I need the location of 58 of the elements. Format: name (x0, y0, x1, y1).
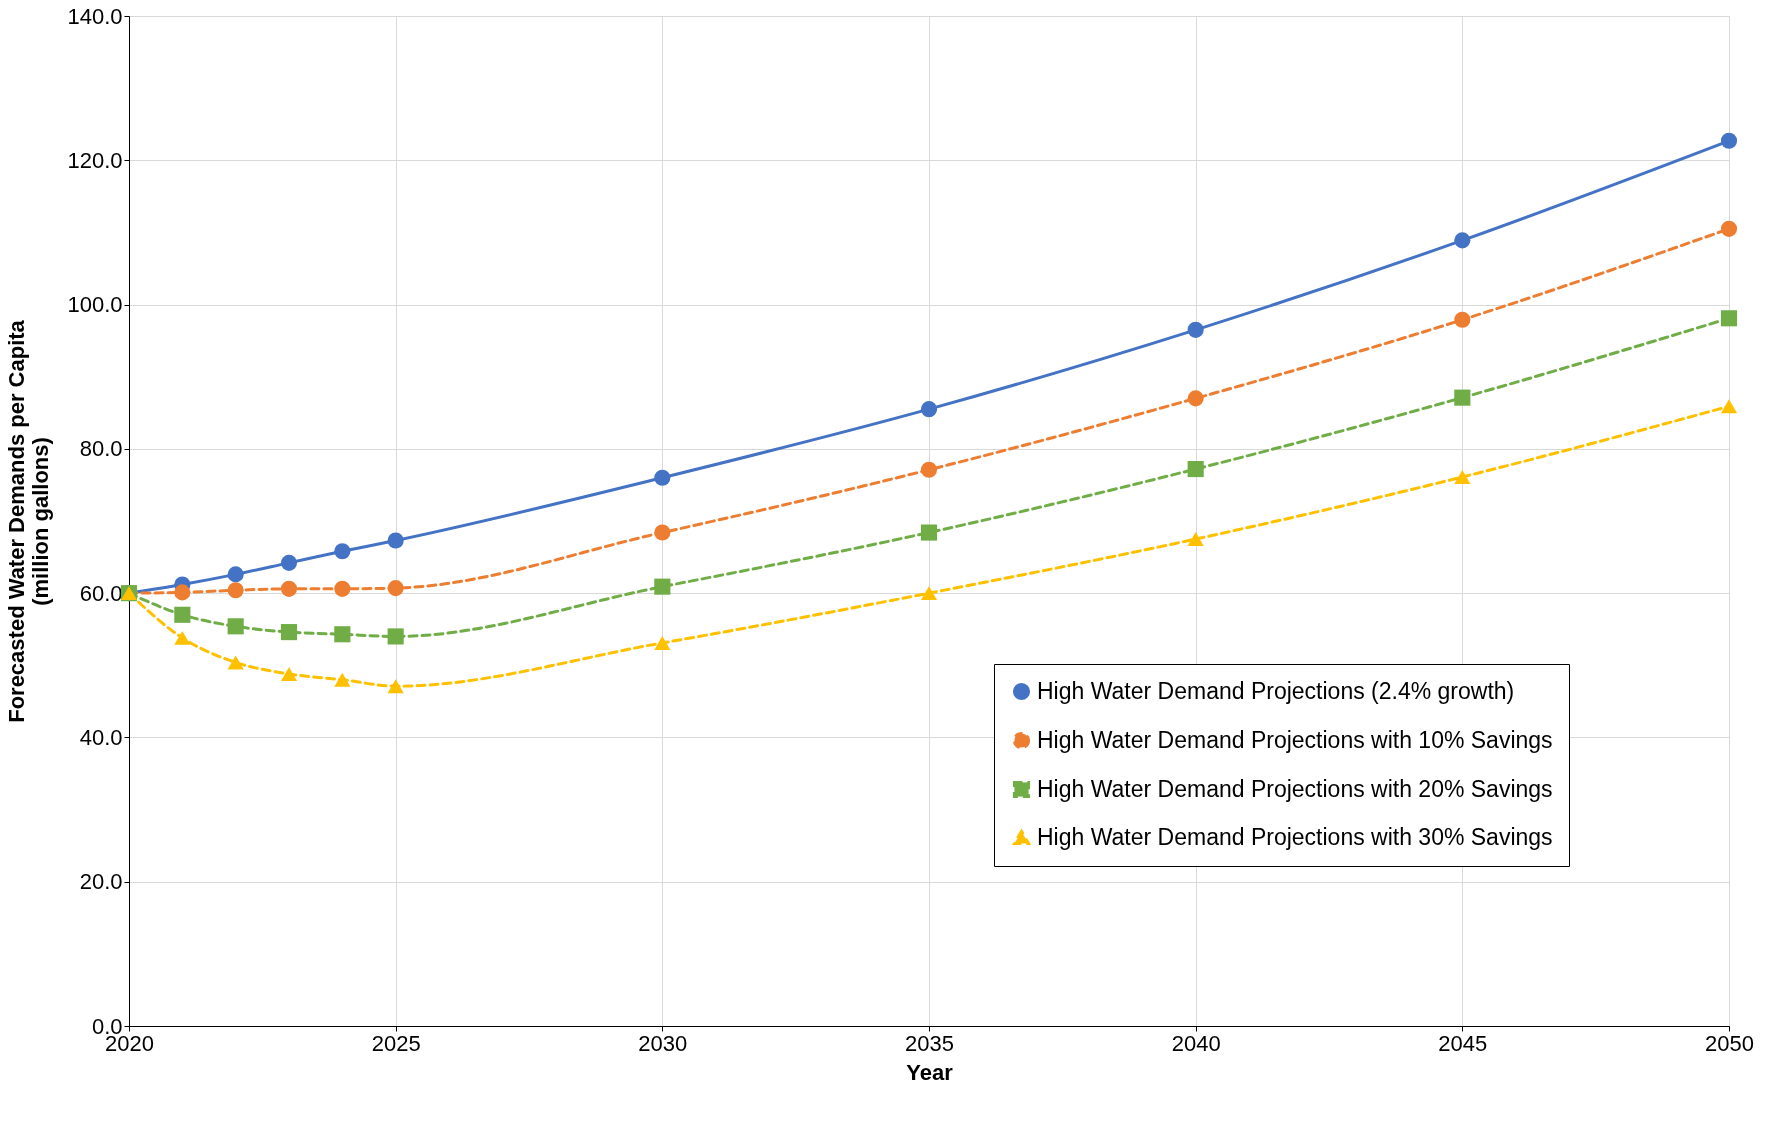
point (227, 655, 244, 670)
point (280, 624, 298, 641)
legend-label: High Water Demand Projections (2.4% growth) (1037, 677, 1515, 704)
y-axis-title: Forecasted Water Demands per Capita (million gallons) (4, 319, 54, 723)
point (1720, 310, 1738, 327)
point (920, 524, 938, 541)
point (1454, 389, 1471, 406)
x-tick-label: 2045 (1438, 1030, 1488, 1056)
y-tick-label: 120.0 (67, 147, 123, 173)
point (387, 679, 404, 694)
point (1454, 470, 1471, 484)
point (1187, 390, 1204, 407)
y-tick-label: 40.0 (79, 724, 123, 750)
point (334, 580, 351, 597)
point (1720, 132, 1738, 149)
point (280, 580, 298, 597)
point (920, 401, 938, 418)
point (280, 554, 298, 571)
point (227, 566, 244, 583)
point (1187, 321, 1204, 338)
point (654, 469, 671, 486)
y-tick-label: 60.0 (79, 580, 123, 606)
point (1454, 311, 1471, 328)
x-tick-label: 2025 (371, 1030, 421, 1056)
point (387, 532, 404, 549)
point (334, 626, 351, 643)
point (227, 618, 244, 635)
legend-label: High Water Demand Projections with 10% Savings (1037, 726, 1553, 753)
legend-label: High Water Demand Projections with 20% Savings (1037, 775, 1553, 802)
point (1720, 220, 1738, 237)
y-tick-label: 80.0 (79, 436, 123, 462)
point (920, 586, 938, 601)
point (280, 666, 298, 681)
x-tick-label: 2035 (905, 1030, 954, 1056)
point (654, 524, 671, 541)
point (1187, 532, 1204, 547)
point (387, 580, 404, 597)
x-tick-label: 2030 (638, 1030, 688, 1056)
point (174, 584, 191, 601)
x-tick-label: 2050 (1705, 1030, 1754, 1056)
point (1187, 461, 1204, 478)
point (654, 635, 671, 650)
y-tick-label: 140.0 (67, 3, 123, 29)
x-axis-title: Year (906, 1059, 954, 1085)
legend-label: High Water Demand Projections with 30% Savings (1037, 823, 1553, 850)
point (654, 578, 671, 595)
point (920, 461, 938, 478)
point (387, 628, 404, 645)
point (227, 582, 244, 599)
point (1454, 232, 1471, 249)
point (334, 543, 351, 560)
point (334, 672, 351, 687)
y-tick-label: 100.0 (67, 292, 123, 318)
point (174, 606, 191, 623)
y-tick-label: 20.0 (79, 869, 123, 895)
point (174, 630, 191, 645)
point (1720, 399, 1738, 414)
x-tick-label: 2040 (1171, 1030, 1221, 1056)
